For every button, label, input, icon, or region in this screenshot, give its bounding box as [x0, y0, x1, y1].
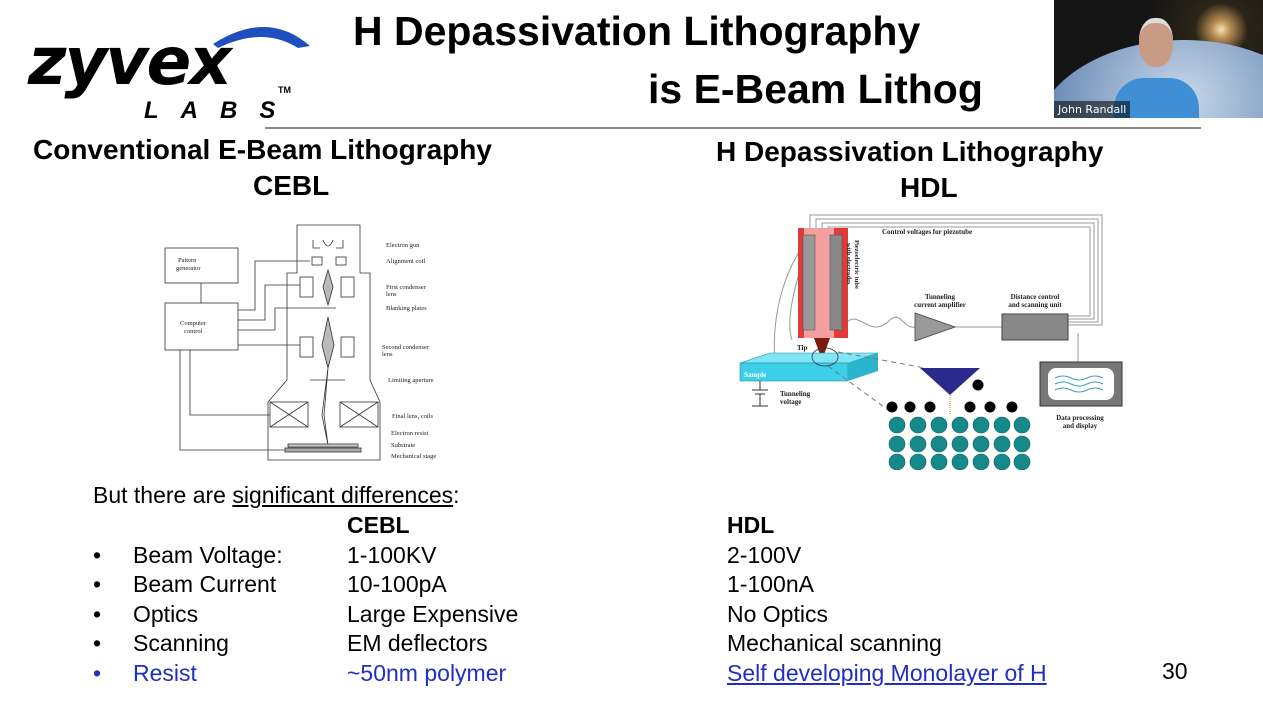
bullet: •	[93, 542, 102, 568]
logo-sub: LABS	[144, 97, 298, 124]
label-mechanical-stage: Mechanical stage	[391, 453, 436, 460]
cebl-value: Large Expensive	[347, 601, 519, 627]
row-label: Optics	[133, 601, 199, 627]
bullet: •	[93, 630, 102, 656]
cebl-value: ~50nm polymer	[347, 660, 507, 686]
hydrogen-atoms	[886, 379, 1018, 413]
slide-title-line2: is E-Beam Lithog	[648, 66, 983, 112]
label-sample: Sample	[744, 371, 766, 379]
webcam-video-tile[interactable]: John Randall	[1054, 0, 1263, 118]
row-label: Beam Voltage:	[133, 542, 283, 568]
zyvex-logo: zyvex TM LABS	[28, 14, 318, 124]
col-header-cebl: CEBL	[347, 512, 410, 538]
hdl-value: No Optics	[727, 601, 828, 627]
label-final-lens: Final lens, coils	[392, 413, 433, 420]
cebl-diagram: Pattern generator Computer control Electro…	[164, 224, 436, 461]
intro-suffix: :	[453, 482, 460, 508]
hdl-value: 1-100nA	[727, 571, 814, 597]
row-label: Resist	[133, 660, 197, 686]
label-data-processing: Data processing and display	[1056, 414, 1104, 430]
logo-tm: TM	[278, 85, 291, 95]
label-blanking-plates: Blanking plates	[386, 305, 427, 312]
computer-control-label: Computer control	[180, 320, 207, 335]
logo-arc-icon	[213, 26, 310, 48]
label-control-voltages: Control voltages for piezotube	[882, 228, 972, 236]
pattern-generator-label: Pattern generator	[176, 257, 201, 272]
label-substrate: Substrate	[391, 442, 415, 449]
right-abbrev: HDL	[900, 172, 958, 203]
participant-name: John Randall	[1054, 101, 1131, 118]
label-alignment-coil: Alignment coil	[386, 258, 425, 265]
right-heading: H Depassivation Lithography	[716, 136, 1104, 167]
bullet: •	[93, 660, 102, 686]
hdl-value: 2-100V	[727, 542, 802, 568]
label-electron-gun: Electron gun	[386, 242, 420, 249]
cebl-value: 10-100pA	[347, 571, 447, 597]
intro-emphasis: significant differences	[232, 482, 454, 508]
row-label: Beam Current	[133, 571, 277, 597]
pattern-generator-box	[164, 247, 239, 284]
col-header-hdl: HDL	[727, 512, 775, 538]
hdl-value[interactable]: Self developing Monolayer of H	[727, 660, 1047, 686]
label-amplifier: Tunneling current amplifier	[914, 293, 966, 309]
label-second-condenser-lens: lens	[382, 351, 393, 358]
label-electron-resist: Electron resist	[391, 430, 429, 437]
label-tunneling-voltage: Tunneling voltage	[780, 390, 811, 406]
page-number: 30	[1162, 658, 1188, 684]
hdl-diagram: Control voltages for piezotube Piezoelec…	[739, 214, 1123, 470]
bullet: •	[93, 571, 102, 597]
label-tip: Tip	[797, 344, 807, 352]
label-limiting-aperture: Limiting aperture	[388, 377, 434, 384]
title-divider	[265, 127, 1201, 129]
bullet: •	[93, 601, 102, 627]
comparison-intro: But there are significant differences:	[93, 482, 460, 509]
label-first-condenser-lens: lens	[386, 291, 397, 298]
column-outline	[267, 224, 381, 461]
intro-prefix: But there are	[93, 482, 233, 508]
computer-control-box	[164, 302, 239, 351]
silicon-lattice	[888, 416, 1031, 470]
left-heading: Conventional E-Beam Lithography	[33, 134, 492, 165]
cebl-value: 1-100KV	[347, 542, 437, 568]
label-distance-control: Distance control and scanning unit	[1008, 293, 1062, 309]
slide-title-line1: H Depassivation Lithography	[353, 8, 921, 54]
row-label: Scanning	[133, 630, 229, 656]
left-abbrev: CEBL	[253, 170, 330, 201]
label-second-condenser: Second condenser	[382, 344, 430, 351]
label-first-condenser: First condenser	[386, 284, 427, 291]
cebl-value: EM deflectors	[347, 630, 488, 656]
logo-brand: zyvex	[28, 23, 232, 100]
hdl-value: Mechanical scanning	[727, 630, 942, 656]
label-piezo: Piezoelectric tubewith electrodes	[845, 240, 860, 289]
